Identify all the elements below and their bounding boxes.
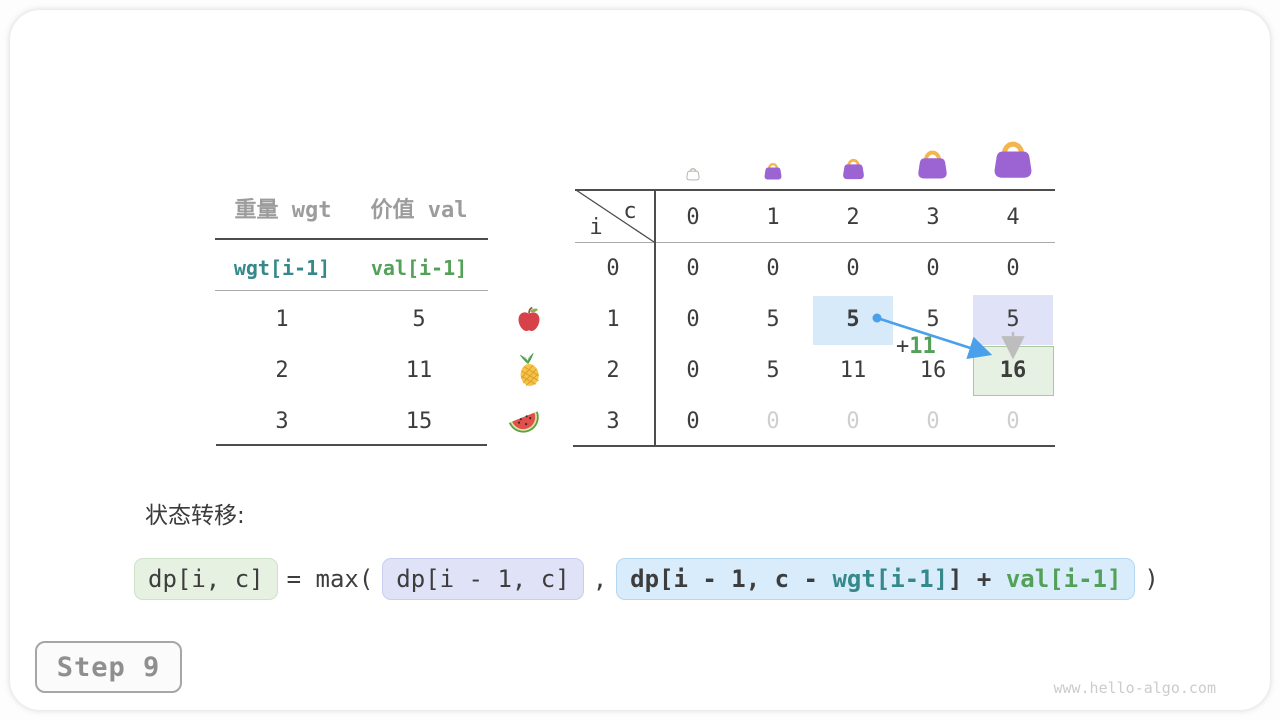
- dp-cell-r3c0: 0: [686, 409, 700, 434]
- annotation-plus-sign: +: [896, 334, 910, 359]
- dp-table-rule-top: [575, 189, 1055, 191]
- apple-icon: [514, 304, 544, 338]
- formula-close-paren: ): [1144, 565, 1159, 593]
- step-badge-label: Step 9: [56, 651, 161, 683]
- dp-cell-r1c1: 5: [766, 307, 780, 332]
- item-3-value: 15: [405, 409, 433, 434]
- items-index-value: val[i-1]: [370, 256, 468, 280]
- items-table-rule-mid: [215, 290, 488, 291]
- dp-cell-r0c3: 0: [926, 256, 940, 281]
- dp-cell-r2c0: 0: [686, 358, 700, 383]
- items-table-rule-top: [215, 238, 488, 240]
- formula-arg2-box: dp[i - 1, c - wgt[i-1]] + val[i-1]: [616, 558, 1136, 600]
- dp-cell-r0c1: 0: [766, 256, 780, 281]
- formula-eq-max: = max(: [286, 565, 374, 593]
- formula-arg2-mid: ] +: [948, 565, 1006, 593]
- dp-col-header-2: 2: [846, 205, 860, 230]
- dp-row-header-0: 0: [606, 256, 620, 281]
- items-table-rule-bottom: [216, 444, 487, 446]
- dp-cell-r3c1: 0: [766, 409, 780, 434]
- dp-cell-r0c2: 0: [846, 256, 860, 281]
- dp-cell-r1c2: 5: [846, 307, 860, 332]
- dp-col-header-0: 0: [686, 205, 700, 230]
- dp-cell-r1c4: 5: [1006, 307, 1020, 332]
- add-value-annotation: +11: [896, 334, 936, 359]
- formula-arg2-val: val[i-1]: [1005, 565, 1122, 593]
- dp-cell-r2c1: 5: [766, 358, 780, 383]
- item-2-value: 11: [405, 358, 433, 383]
- dp-cell-r3c3: 0: [926, 409, 940, 434]
- pineapple-icon: [512, 352, 546, 392]
- formula-arg2-wgt: wgt[i-1]: [832, 565, 949, 593]
- bag-capacity-3-icon: [914, 144, 951, 185]
- dp-cell-r3c2: 0: [846, 409, 860, 434]
- dp-table-rule-vertical: [654, 189, 656, 447]
- formula-lhs-box: dp[i, c]: [134, 558, 278, 600]
- dp-corner-col-var: c: [623, 199, 637, 224]
- dp-corner-row-var: i: [589, 215, 603, 240]
- formula-arg1-box: dp[i - 1, c]: [382, 558, 584, 600]
- dp-row-header-2: 2: [606, 358, 620, 383]
- dp-cell-r0c0: 0: [686, 256, 700, 281]
- dp-cell-r1c3: 5: [926, 307, 940, 332]
- items-index-weight: wgt[i-1]: [233, 256, 331, 280]
- dp-cell-r2c4: 16: [999, 358, 1027, 383]
- state-transition-formula: dp[i, c] = max( dp[i - 1, c] , dp[i - 1,…: [134, 558, 1159, 600]
- dp-cell-r0c4: 0: [1006, 256, 1020, 281]
- dp-row-header-1: 1: [606, 307, 620, 332]
- dp-col-header-4: 4: [1006, 205, 1020, 230]
- formula-arg2-prefix: dp[i - 1, c -: [630, 565, 833, 593]
- item-1-weight: 1: [275, 307, 289, 332]
- dp-col-header-1: 1: [766, 205, 780, 230]
- state-transition-label: 状态转移:: [145, 503, 245, 529]
- bag-capacity-0-icon: [685, 165, 701, 185]
- dp-cell-r2c3: 16: [919, 358, 947, 383]
- dp-row-header-3: 3: [606, 409, 620, 434]
- items-header-value: 价值 val: [370, 198, 468, 223]
- bag-capacity-1-icon: [762, 159, 784, 185]
- item-2-weight: 2: [275, 358, 289, 383]
- dp-cell-r2c2: 11: [839, 358, 867, 383]
- item-3-weight: 3: [275, 409, 289, 434]
- bag-capacity-4-icon: [989, 133, 1037, 185]
- dp-col-header-3: 3: [926, 205, 940, 230]
- watermelon-icon: [503, 404, 545, 442]
- dp-cell-r1c0: 0: [686, 307, 700, 332]
- item-1-value: 5: [412, 307, 426, 332]
- dp-table-rule-header: [575, 242, 1055, 243]
- annotation-value: 11: [909, 334, 936, 359]
- step-badge: Step 9: [35, 641, 182, 693]
- formula-comma: ,: [592, 565, 608, 593]
- bag-capacity-2-icon: [840, 154, 867, 185]
- dp-table-rule-bottom: [573, 445, 1055, 447]
- watermark-url: www.hello-algo.com: [1053, 679, 1216, 697]
- dp-cell-r3c4: 0: [1006, 409, 1020, 434]
- items-header-weight: 重量 wgt: [234, 198, 332, 223]
